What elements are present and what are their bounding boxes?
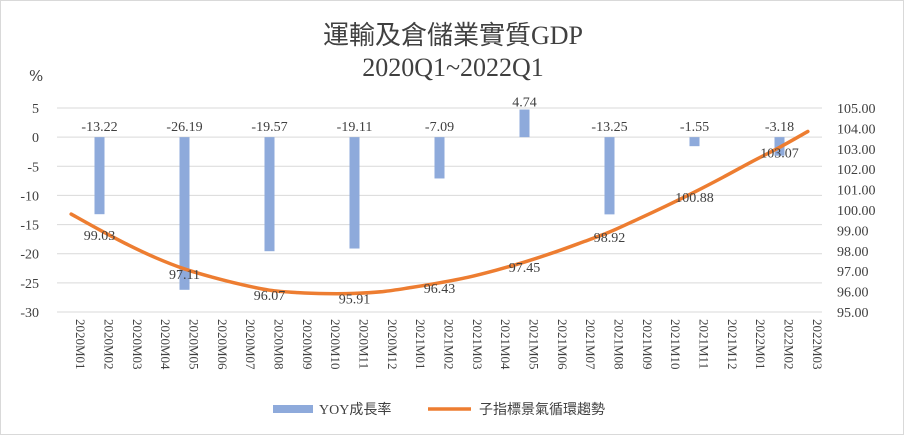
y-tick-label: 5 — [32, 102, 39, 117]
x-tick-label: 2020M03 — [130, 319, 145, 370]
x-tick-label: 2021M07 — [583, 319, 598, 370]
x-tick-label: 2021M05 — [527, 319, 542, 370]
legend-line-label: 子指標景氣循環趨勢 — [479, 402, 605, 418]
bar-data-label: 4.74 — [512, 96, 537, 111]
y-tick-label: -5 — [27, 160, 39, 175]
line-data-label: 96.43 — [424, 282, 456, 297]
bar-data-label: -7.09 — [425, 120, 454, 135]
x-tick-label: 2020M07 — [243, 319, 258, 370]
y-tick-label: -15 — [20, 219, 39, 234]
y-tick-label: -30 — [20, 306, 39, 321]
x-tick-label: 2022M02 — [782, 319, 797, 370]
legend-bar-swatch — [273, 405, 313, 413]
bar — [519, 109, 530, 138]
bar — [689, 137, 700, 147]
x-tick-label: 2020M09 — [300, 319, 315, 370]
x-tick-label: 2020M04 — [158, 319, 173, 370]
y2-tick-label: 105.00 — [837, 102, 876, 117]
bar — [349, 137, 360, 249]
x-tick-label: 2020M11 — [357, 319, 372, 369]
x-tick-label: 2021M12 — [725, 319, 740, 370]
line-data-label: 96.07 — [254, 289, 286, 304]
x-tick-label: 2021M04 — [498, 319, 513, 370]
y-tick-label: -25 — [20, 277, 39, 292]
y2-tick-label: 95.00 — [837, 306, 869, 321]
y2-tick-label: 102.00 — [837, 163, 876, 178]
x-tick-label: 2021M10 — [668, 319, 683, 370]
x-tick-label: 2020M01 — [73, 319, 88, 370]
chart-title: 運輸及倉儲業實質GDP — [322, 21, 583, 50]
line-data-label: 98.92 — [594, 231, 626, 246]
y2-tick-label: 96.00 — [837, 286, 869, 301]
x-tick-label: 2022M01 — [753, 319, 768, 370]
line-data-label: 103.07 — [760, 146, 799, 161]
bar-data-label: -1.55 — [680, 120, 709, 135]
x-tick-label: 2021M03 — [470, 319, 485, 370]
trend-line — [69, 129, 810, 296]
y2-tick-label: 103.00 — [837, 143, 876, 158]
bar — [179, 137, 190, 290]
y2-tick-label: 99.00 — [837, 224, 869, 239]
y2-tick-label: 98.00 — [837, 245, 869, 260]
x-tick-label: 2021M01 — [413, 319, 428, 370]
y-tick-label: -20 — [20, 248, 39, 263]
y-tick-label: 0 — [32, 131, 39, 146]
chart-subtitle: 2020Q1~2022Q1 — [362, 53, 544, 82]
x-tick-label: 2021M09 — [640, 319, 655, 370]
bar — [94, 137, 105, 215]
y-axis-unit-label: % — [29, 67, 44, 85]
x-tick-label: 2021M06 — [555, 319, 570, 370]
x-tick-label: 2020M05 — [187, 319, 202, 370]
bar-data-label: -3.18 — [765, 120, 794, 135]
legend-bar-label: YOY成長率 — [319, 401, 391, 418]
bar-data-label: -26.19 — [166, 120, 202, 135]
x-tick-label: 2022M03 — [810, 319, 825, 370]
x-tick-label: 2021M08 — [612, 319, 627, 370]
x-tick-label: 2020M06 — [215, 319, 230, 370]
bar-data-label: -13.25 — [591, 120, 627, 135]
bar — [604, 137, 615, 215]
line-data-label: 97.45 — [509, 261, 541, 276]
x-tick-label: 2020M08 — [272, 319, 287, 370]
y2-tick-label: 97.00 — [837, 265, 869, 280]
bar — [434, 137, 445, 179]
y2-tick-label: 101.00 — [837, 184, 876, 199]
bar-data-label: -19.11 — [337, 120, 373, 135]
y-tick-label: -10 — [20, 189, 39, 204]
bar-data-label: -13.22 — [81, 120, 117, 135]
line-data-label: 95.91 — [339, 292, 371, 307]
bar — [264, 137, 275, 252]
line-data-label: 99.03 — [84, 229, 116, 244]
line-data-label: 100.88 — [675, 191, 714, 206]
y2-tick-label: 104.00 — [837, 122, 876, 137]
bar-data-label: -19.57 — [251, 120, 287, 135]
x-tick-label: 2021M11 — [697, 319, 712, 369]
x-tick-label: 2020M12 — [385, 319, 400, 370]
y2-tick-label: 100.00 — [837, 204, 876, 219]
x-tick-label: 2020M10 — [328, 319, 343, 370]
line-data-label: 97.11 — [169, 268, 200, 283]
x-tick-label: 2020M02 — [102, 319, 117, 370]
x-tick-label: 2021M02 — [442, 319, 457, 370]
